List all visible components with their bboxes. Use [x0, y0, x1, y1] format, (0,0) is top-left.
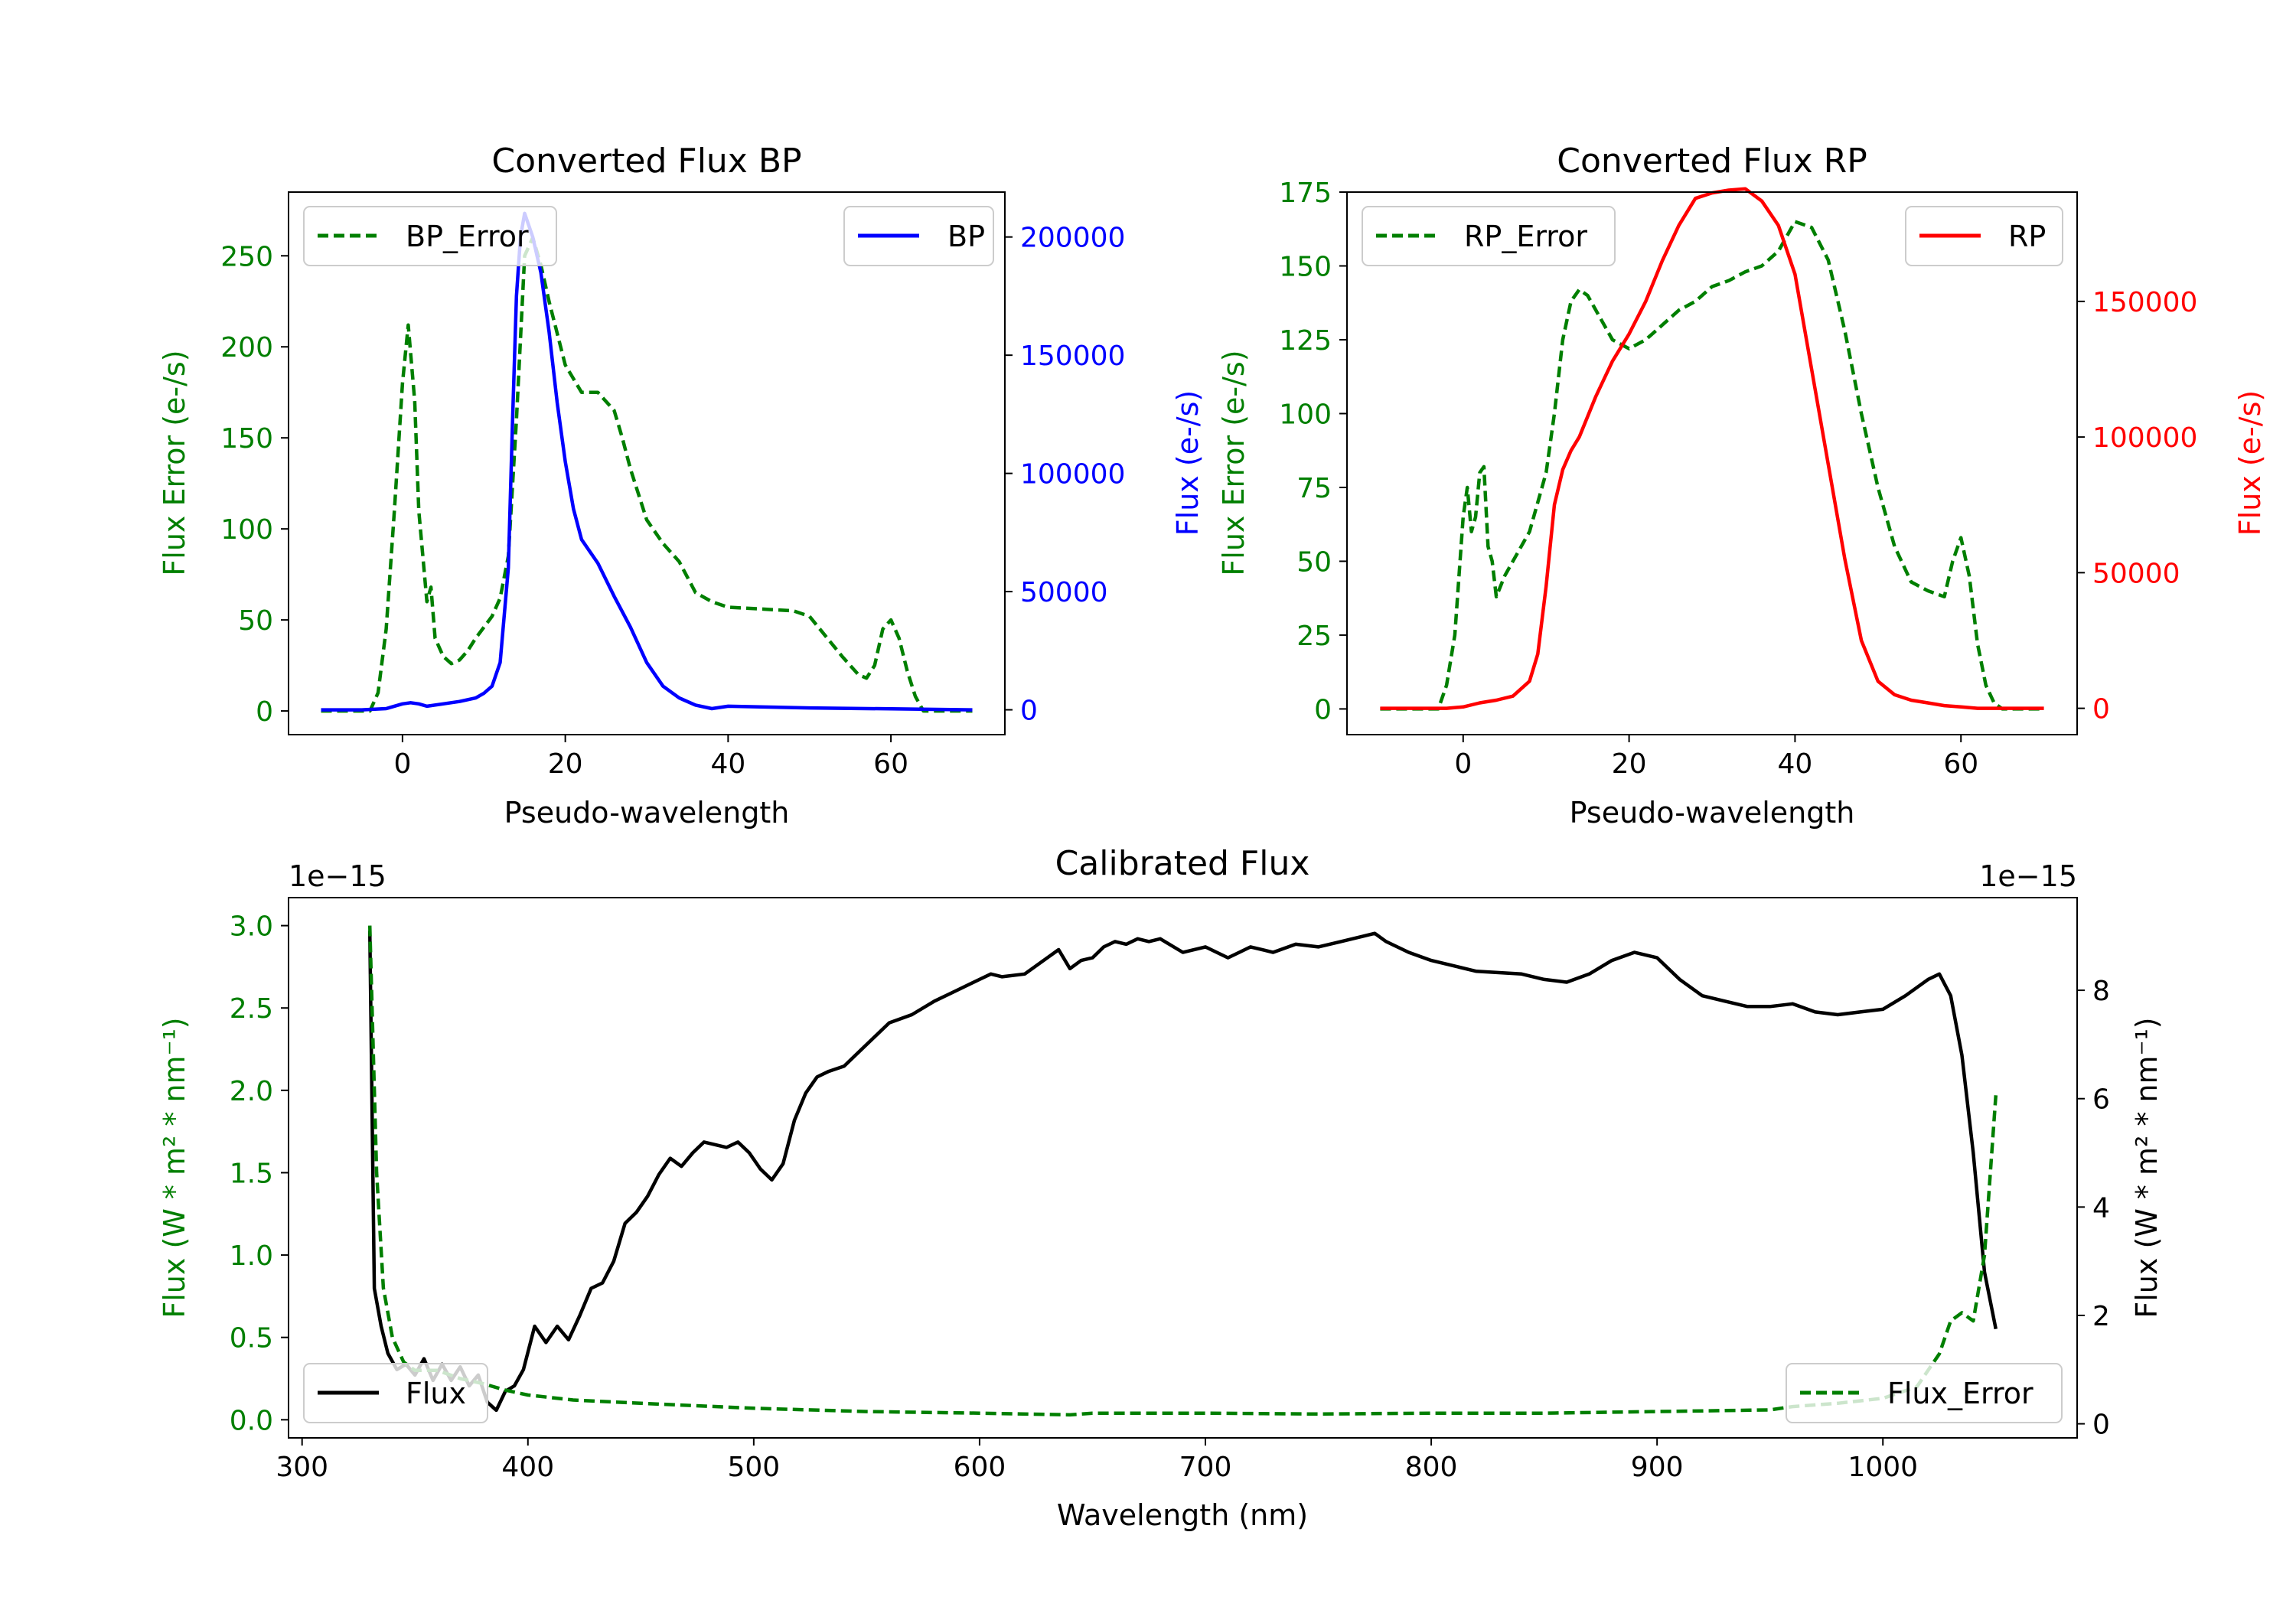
calibrated-ytick-left-label: 2.5: [230, 993, 273, 1025]
bp-panel: Converted Flux BP 0 20 40 60 0 50 100 150 200 250…: [158, 142, 1205, 830]
calibrated-xlabel: Wavelength (nm): [1057, 1498, 1308, 1532]
bp-ytick-left-label: 0: [256, 696, 273, 728]
calibrated-xtick-label: 500: [727, 1452, 780, 1483]
bp-xtick-label: 20: [548, 748, 583, 780]
rp-ytick-left-label: 150: [1279, 251, 1332, 282]
calibrated-series-flux-error: [367, 925, 1998, 1417]
rp-ytick-left-label: 75: [1296, 473, 1332, 504]
calibrated-ytick-left-label: 3.0: [230, 911, 273, 943]
bp-series-bp-error: [321, 236, 973, 713]
bp-ytick-right-label: 150000: [1020, 341, 1125, 372]
rp-title: Converted Flux RP: [1557, 142, 1867, 181]
calibrated-axes-layer: 300 400 500 600 700 800 900 1000 0.0 0.5 1.0 1.5 2.0…: [230, 911, 2110, 1483]
bp-series-bp: [321, 211, 973, 712]
rp-xlabel: Pseudo-wavelength: [1570, 796, 1855, 830]
calibrated-ytick-right-label: 6: [2092, 1084, 2110, 1116]
rp-ytick-right-label: 0: [2092, 694, 2110, 725]
calibrated-frame: [288, 897, 2078, 1439]
bp-ytick-left-label: 250: [220, 241, 273, 272]
bp-xlabel: Pseudo-wavelength: [504, 796, 790, 830]
calibrated-xtick-label: 1000: [1848, 1452, 1918, 1483]
rp-ytick-right-label: 50000: [2092, 558, 2180, 589]
rp-series-rp-error: [1380, 220, 2044, 711]
bp-ylabel-right: Flux (e-/s): [1171, 390, 1205, 536]
rp-ylabel-right: Flux (e-/s): [2233, 390, 2267, 536]
bp-xtick-label: 0: [393, 748, 411, 780]
rp-ytick-left-label: 0: [1314, 694, 1332, 725]
rp-frame: [1346, 191, 2078, 735]
calibrated-ylabel-right: Flux (W * m² * nm⁻¹): [2130, 1017, 2164, 1318]
rp-xtick-label: 20: [1612, 748, 1647, 780]
rp-axes-layer: 0 20 40 60 0 25 50 75 100 125 150 175 0 50000 100000 15…: [1279, 178, 2197, 780]
bp-plot-layer: [321, 211, 973, 713]
calibrated-offset-right: 1e−15: [1979, 859, 2077, 893]
bp-ytick-left-label: 100: [220, 514, 273, 546]
calibrated-series-flux: [367, 931, 1998, 1413]
bp-frame: [288, 191, 1006, 735]
bp-axes-layer: 0 20 40 60 0 50 100 150 200 250 0 50000 100000 150000…: [220, 223, 1125, 780]
calibrated-title: Calibrated Flux: [1055, 844, 1310, 883]
calibrated-ylabel-left: Flux (W * m² * nm⁻¹): [158, 1017, 191, 1318]
rp-xtick-label: 60: [1943, 748, 1978, 780]
bp-ytick-right-label: 0: [1020, 696, 1038, 727]
rp-ylabel-left: Flux Error (e-/s): [1217, 350, 1251, 575]
calibrated-ytick-right-label: 0: [2092, 1410, 2110, 1441]
rp-ytick-left-label: 100: [1279, 399, 1332, 430]
rp-ytick-right-label: 100000: [2092, 422, 2197, 454]
calibrated-ytick-left-label: 2.0: [230, 1076, 273, 1107]
rp-legend-right: RP: [1905, 206, 2063, 266]
rp-ytick-left-label: 125: [1279, 325, 1332, 357]
calibrated-legend-right: Flux_Error: [1786, 1363, 2063, 1423]
calibrated-panel: Calibrated Flux 1e−15 1e−15 300 400 500 600…: [158, 844, 2164, 1532]
bp-ylabel-left: Flux Error (e-/s): [158, 350, 191, 575]
bp-ytick-right-label: 200000: [1020, 223, 1125, 254]
bp-ytick-left-label: 50: [238, 605, 273, 637]
calibrated-xtick-label: 800: [1405, 1452, 1458, 1483]
bp-xtick-label: 60: [873, 748, 908, 780]
bp-ytick-left-label: 200: [220, 332, 273, 363]
bp-ytick-right-label: 50000: [1020, 577, 1108, 608]
rp-xtick-label: 40: [1778, 748, 1813, 780]
bp-ytick-right-label: 100000: [1020, 459, 1125, 491]
rp-legend-flux-label: RP: [2008, 220, 2046, 253]
rp-series-rp: [1380, 187, 2044, 710]
rp-panel: Converted Flux RP 0 20 40 60 0 25 50 75 100 125 15…: [1217, 142, 2267, 830]
bp-title: Converted Flux BP: [491, 142, 801, 181]
calibrated-ytick-left-label: 0.5: [230, 1323, 273, 1354]
calibrated-xtick-label: 400: [501, 1452, 554, 1483]
rp-legend-left: RP_Error: [1362, 206, 1616, 266]
calibrated-ytick-left-label: 1.0: [230, 1240, 273, 1272]
rp-plot-layer: [1380, 187, 2044, 711]
calibrated-xtick-label: 300: [276, 1452, 328, 1483]
bp-legend-left: BP_Error: [303, 206, 557, 266]
bp-legend-flux-label: BP: [947, 220, 985, 253]
bp-legend-right: BP: [843, 206, 994, 266]
bp-ytick-left-label: 150: [220, 423, 273, 455]
calibrated-offset-left: 1e−15: [289, 859, 386, 893]
calibrated-ytick-left-label: 0.0: [230, 1405, 273, 1436]
calibrated-legend-flux-label: Flux: [406, 1377, 466, 1410]
calibrated-ytick-right-label: 4: [2092, 1192, 2110, 1224]
rp-ytick-left-label: 25: [1296, 621, 1332, 652]
calibrated-legend-left: Flux: [303, 1363, 488, 1423]
calibrated-plot-layer: [367, 925, 1998, 1417]
calibrated-ytick-right-label: 2: [2092, 1301, 2110, 1332]
calibrated-xtick-label: 900: [1631, 1452, 1684, 1483]
calibrated-ytick-right-label: 8: [2092, 976, 2110, 1007]
rp-ytick-left-label: 50: [1296, 546, 1332, 578]
calibrated-legend-error-label: Flux_Error: [1887, 1377, 2033, 1410]
calibrated-xtick-label: 700: [1179, 1452, 1232, 1483]
rp-ytick-right-label: 150000: [2092, 287, 2197, 318]
calibrated-xtick-label: 600: [954, 1452, 1006, 1483]
rp-ytick-left-label: 175: [1279, 178, 1332, 209]
rp-legend-error-label: RP_Error: [1464, 220, 1587, 253]
bp-xtick-label: 40: [710, 748, 745, 780]
bp-legend-error-label: BP_Error: [406, 220, 529, 253]
rp-xtick-label: 0: [1454, 748, 1472, 780]
calibrated-ytick-left-label: 1.5: [230, 1158, 273, 1189]
